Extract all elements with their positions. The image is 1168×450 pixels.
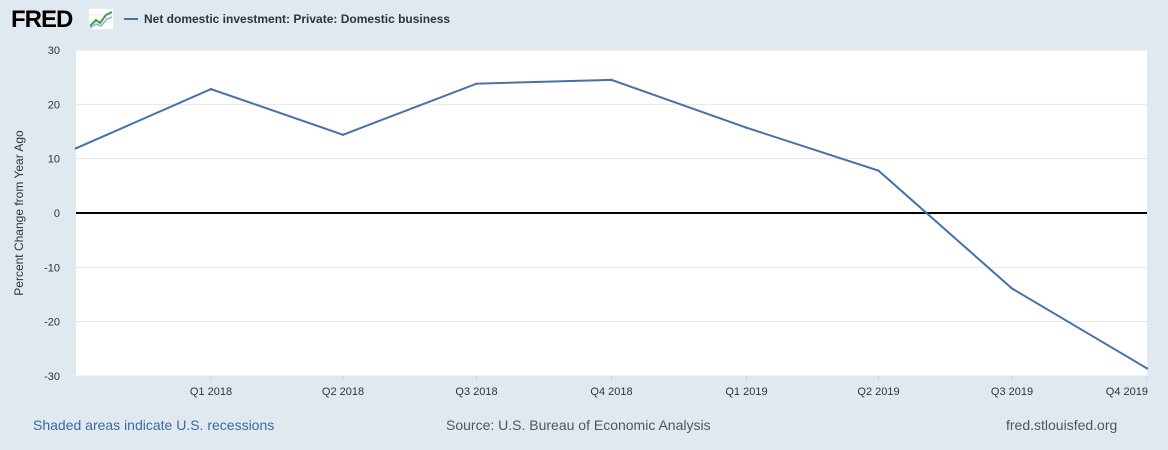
- grid-lines: [76, 49, 1147, 377]
- data-point[interactable]: [341, 133, 345, 136]
- y-axis-ticks: -30 -20 -10 0 10 20 30: [44, 45, 60, 383]
- data-point[interactable]: [1010, 287, 1014, 290]
- data-point[interactable]: [74, 147, 78, 150]
- x-tick-label: Q4 2019: [1106, 386, 1148, 398]
- site-url: fred.stlouisfed.org: [1006, 417, 1118, 433]
- y-tick-label: 10: [48, 154, 60, 166]
- fred-logo[interactable]: FRED: [11, 6, 73, 33]
- data-point[interactable]: [209, 87, 213, 91]
- data-point[interactable]: [1145, 367, 1149, 370]
- data-point[interactable]: [475, 82, 478, 85]
- data-point[interactable]: [877, 169, 880, 172]
- y-tick-label: 30: [48, 45, 60, 57]
- x-tick-label: Q4 2018: [590, 386, 632, 398]
- y-tick-label: -30: [44, 371, 60, 383]
- chart-header: FRED Net domestic investment: Private: D…: [0, 0, 1168, 40]
- x-tick-label: Q3 2019: [991, 386, 1033, 398]
- x-tick-label: Q1 2019: [725, 386, 767, 398]
- source-text: Source: U.S. Bureau of Economic Analysis: [446, 417, 711, 433]
- x-tick-label: Q2 2019: [857, 386, 899, 398]
- legend-series-swatch: [124, 18, 138, 20]
- y-tick-label: -10: [44, 262, 60, 274]
- recessions-link[interactable]: Shaded areas indicate U.S. recessions: [33, 417, 275, 433]
- data-points: [74, 78, 1149, 370]
- x-tick-label: Q3 2018: [455, 386, 497, 398]
- y-tick-label: 0: [54, 208, 60, 220]
- y-tick-label: -20: [44, 317, 60, 329]
- line-chart-icon: [88, 8, 114, 30]
- y-axis-label: Percent Change from Year Ago: [12, 130, 26, 296]
- x-tick-label: Q1 2018: [190, 386, 232, 398]
- y-tick-label: 20: [48, 99, 60, 111]
- data-point[interactable]: [610, 78, 613, 82]
- x-tick-label: Q2 2018: [322, 386, 364, 398]
- x-axis-ticks: Q1 2018 Q2 2018 Q3 2018 Q4 2018 Q1 2019 Q2 20…: [190, 376, 1148, 398]
- data-point[interactable]: [745, 126, 748, 129]
- legend-series-label: Net domestic investment: Private: Domest…: [144, 12, 451, 26]
